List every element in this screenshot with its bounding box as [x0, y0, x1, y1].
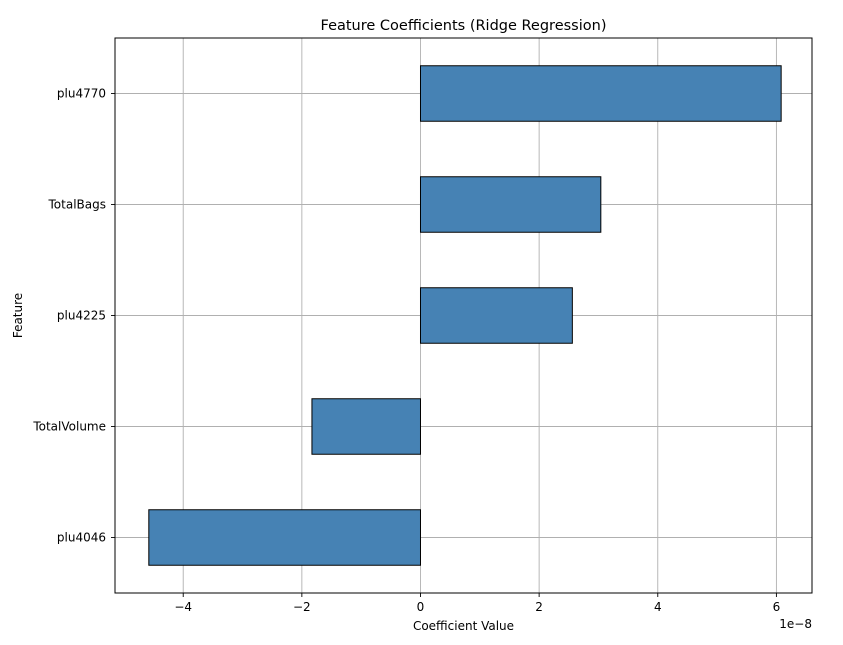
- x-tick-label: 2: [535, 600, 543, 614]
- y-axis-title: Feature: [11, 293, 25, 338]
- x-tick-label: −2: [293, 600, 311, 614]
- bar: [419, 65, 782, 122]
- chart-title: Feature Coefficients (Ridge Regression): [321, 18, 607, 34]
- bar: [419, 176, 602, 233]
- bar: [148, 509, 421, 566]
- y-tick-label: TotalVolume: [32, 420, 106, 434]
- x-tick-label: 4: [654, 600, 662, 614]
- y-tick-label: plu4046: [57, 531, 106, 545]
- x-axis-offset-label: 1e−8: [779, 617, 812, 631]
- y-tick-label: TotalBags: [48, 198, 106, 212]
- y-tick-label: plu4770: [57, 87, 106, 101]
- x-tick-label: −4: [174, 600, 192, 614]
- bars: [148, 65, 782, 566]
- x-axis-title: Coefficient Value: [413, 619, 514, 633]
- x-tick-label: 0: [417, 600, 425, 614]
- bar: [419, 287, 573, 344]
- bar: [311, 398, 421, 455]
- y-tick-label: plu4225: [57, 309, 106, 323]
- x-tick-label: 6: [773, 600, 781, 614]
- ticks: −4 −2 0 2 4 6 plu4770 TotalBags plu4225 TotalVolu…: [32, 87, 780, 615]
